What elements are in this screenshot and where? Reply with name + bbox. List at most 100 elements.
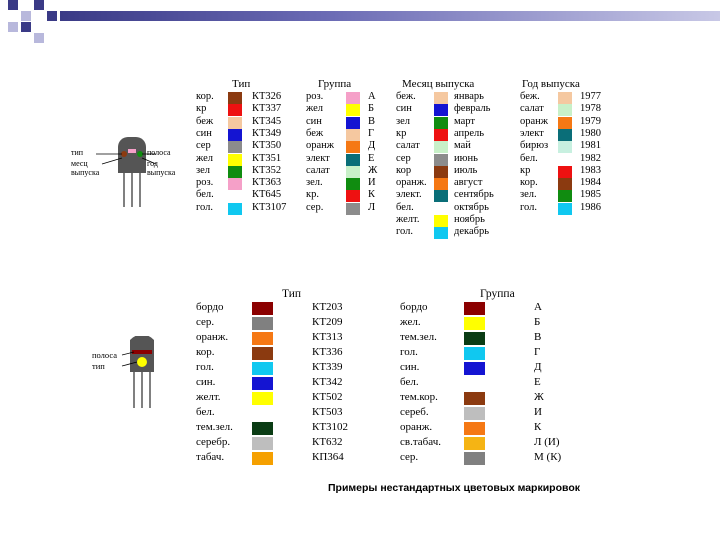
type-code: КТ350 <box>252 140 282 152</box>
group2-swatch <box>464 392 485 405</box>
group-code: И <box>368 177 376 189</box>
group-swatch <box>346 104 360 117</box>
group2-swatch <box>464 452 485 465</box>
type2-code: КТ339 <box>312 361 343 373</box>
label-release: выпуска <box>71 168 100 177</box>
header-square <box>21 22 31 32</box>
month-name: сентябрь <box>454 189 494 201</box>
type-code: КТ645 <box>252 189 282 201</box>
group-swatch <box>346 178 360 191</box>
group-code: Л <box>368 201 376 213</box>
group-color-name: жел <box>306 103 324 115</box>
year-value: 1983 <box>580 164 601 176</box>
group2-code: Е <box>534 376 541 388</box>
month-swatch <box>434 153 448 166</box>
year-swatch <box>558 116 572 129</box>
group2-color-name: бордо <box>400 301 428 313</box>
group2-swatch <box>464 377 485 390</box>
label-month: месц <box>71 159 88 168</box>
table1-header-year: Год выпуска <box>522 78 580 90</box>
year-color-name: бел. <box>520 152 538 164</box>
label-year: год <box>147 159 158 168</box>
year-value: 1981 <box>580 140 601 152</box>
type2-code: КТ3102 <box>312 421 349 433</box>
type-swatch <box>228 128 242 141</box>
year-swatch <box>558 165 572 178</box>
header-square <box>21 11 31 21</box>
group2-code: Л (И) <box>534 436 560 448</box>
month-color-name: беж. <box>396 91 416 102</box>
type-code: КТ337 <box>252 103 282 115</box>
group-swatch <box>346 153 360 166</box>
group2-color-name: сер. <box>400 451 419 463</box>
month-name: март <box>454 115 475 127</box>
group2-code: Д <box>534 361 542 373</box>
month-swatch <box>434 178 448 191</box>
type2-color-name: син. <box>196 376 216 388</box>
month-name: июнь <box>454 152 478 164</box>
month-swatch <box>434 116 448 129</box>
year-color-name: оранж <box>520 115 549 127</box>
type2-color-name: табач. <box>196 451 225 463</box>
caption: Примеры нестандартных цветовых маркирово… <box>328 482 580 494</box>
type-swatch <box>228 202 242 215</box>
group2-code: М (К) <box>534 451 562 463</box>
type-swatch <box>228 92 242 104</box>
year-color-name: бирюз <box>520 140 549 152</box>
table2-header-group: Группа <box>480 288 515 300</box>
year-color-name: салат <box>520 103 544 115</box>
month-color-name: желт. <box>396 214 420 225</box>
type-swatch <box>228 165 242 178</box>
type-color-name: кор. <box>196 91 214 102</box>
type-swatch <box>228 116 242 129</box>
group-code: Д <box>368 140 376 152</box>
type2-swatch <box>252 437 273 450</box>
group2-swatch <box>464 362 485 375</box>
month-swatch <box>434 165 448 178</box>
group-color-name: салат <box>306 164 330 176</box>
year-value: 1977 <box>580 91 601 102</box>
type2-code: КТ336 <box>312 346 343 358</box>
year-swatch <box>558 202 572 215</box>
type-dot <box>137 357 147 367</box>
pointer-line <box>121 351 135 356</box>
type2-swatch <box>252 332 273 345</box>
group-strip <box>132 350 152 354</box>
pointer-line <box>101 157 123 165</box>
group2-color-name: син. <box>400 361 420 373</box>
month-swatch <box>434 215 448 227</box>
year-swatch <box>558 104 572 117</box>
type-color-name: сер <box>196 140 211 152</box>
type2-code: КТ203 <box>312 301 343 313</box>
group2-code: Б <box>534 316 541 328</box>
type-code: КТ326 <box>252 91 282 102</box>
year-value: 1980 <box>580 127 601 139</box>
month-name: июль <box>454 164 478 176</box>
type2-code: КТ502 <box>312 391 343 403</box>
group2-code: К <box>534 421 542 433</box>
type2-swatch <box>252 317 273 330</box>
group-swatch <box>346 141 360 154</box>
type-color-name: кр <box>196 103 207 115</box>
type-swatch <box>228 178 242 191</box>
pointer-line <box>141 157 157 165</box>
group2-code: Ж <box>534 391 544 403</box>
group-color-name: элект <box>306 152 330 164</box>
month-color-name: кр <box>396 127 407 139</box>
year-color-name: беж. <box>520 91 540 102</box>
header-square <box>8 0 18 10</box>
month-color-name: син <box>396 103 412 115</box>
month-color-name: гол. <box>396 226 414 238</box>
month-name: апрель <box>454 127 485 139</box>
group2-swatch <box>464 437 485 450</box>
type-swatch <box>228 104 242 117</box>
group-code: А <box>368 91 376 102</box>
year-color-name: кор. <box>520 177 538 189</box>
type-color-name: син <box>196 127 212 139</box>
group2-code: А <box>534 301 542 313</box>
year-value: 1979 <box>580 115 601 127</box>
group-code: Б <box>368 103 375 115</box>
type-color-name: гол. <box>196 201 214 213</box>
type2-swatch <box>252 392 273 405</box>
year-value: 1984 <box>580 177 601 189</box>
